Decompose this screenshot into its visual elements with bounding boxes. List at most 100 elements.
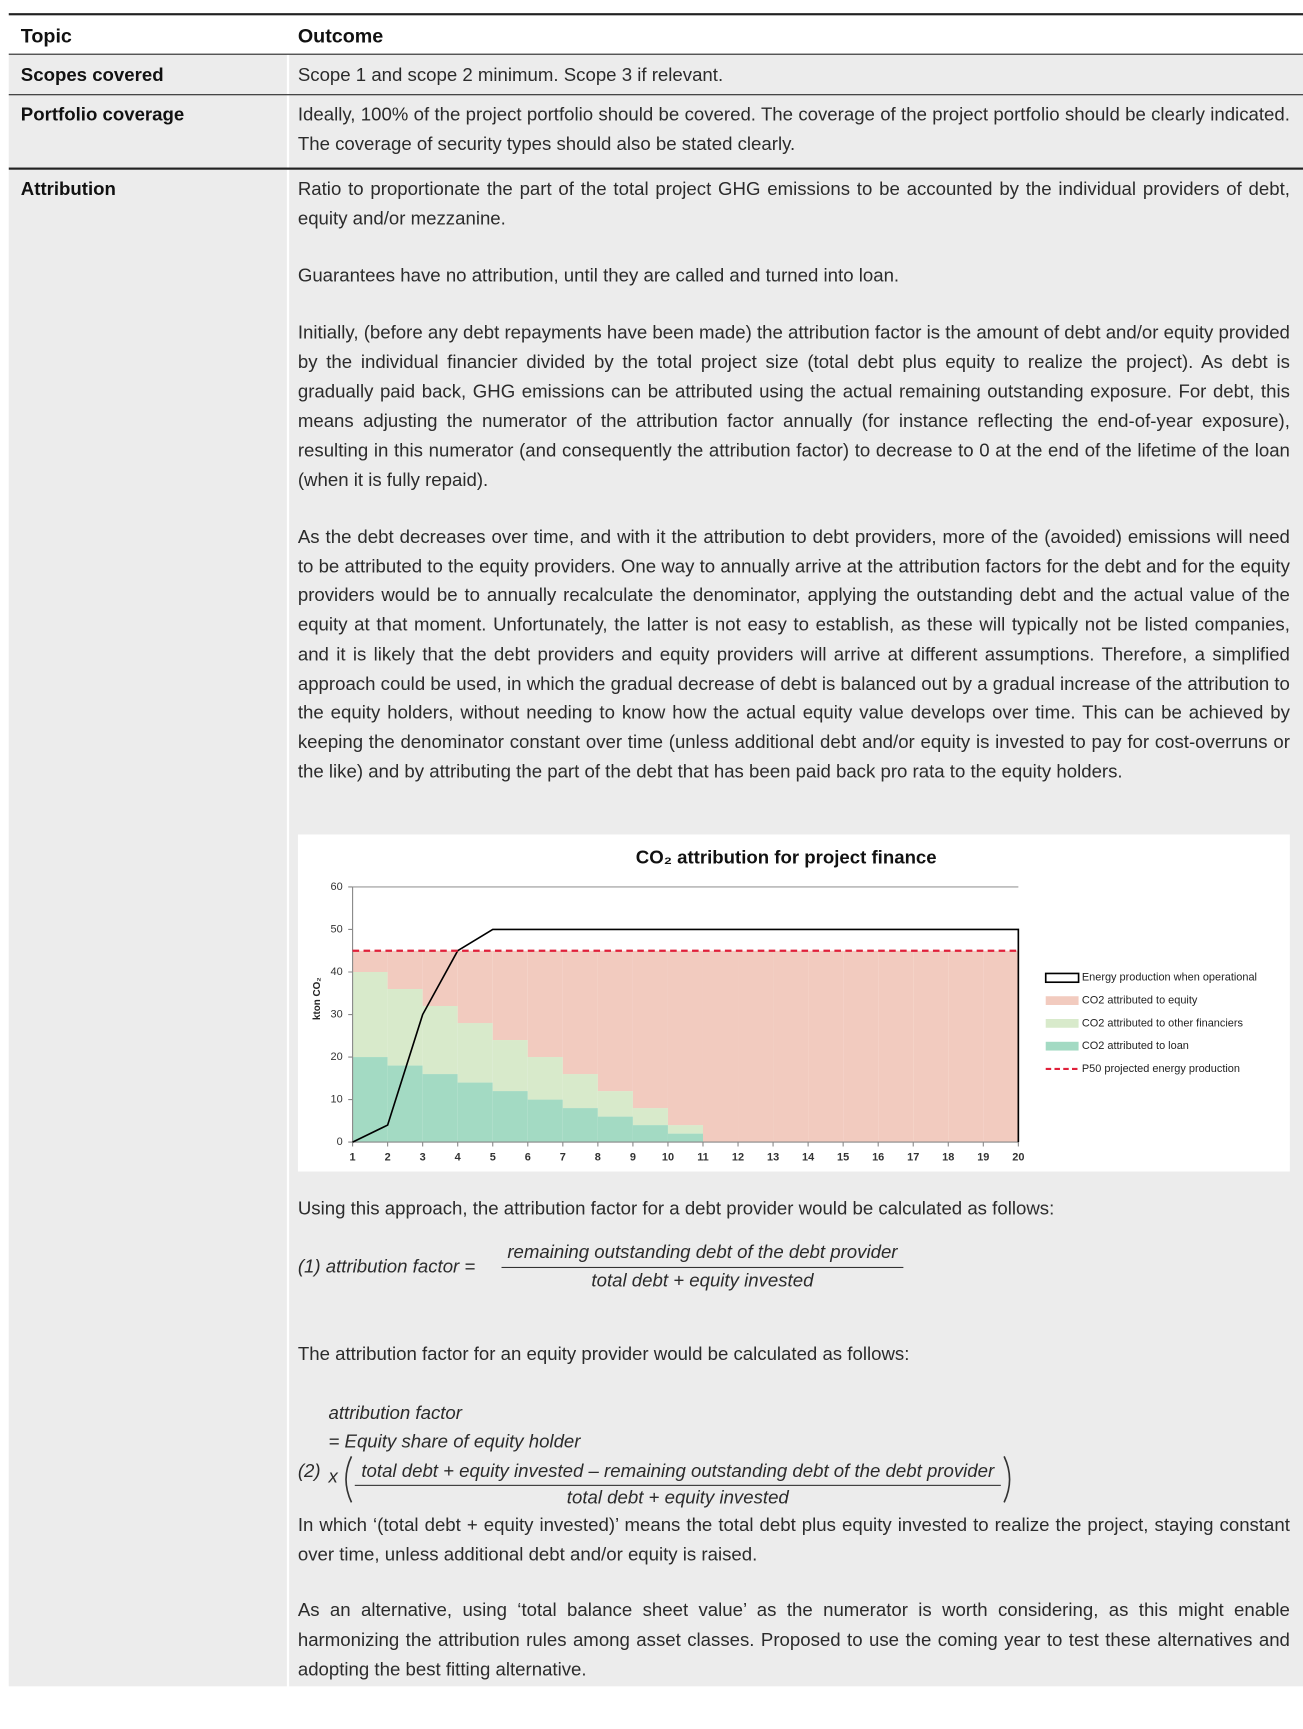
formula-times: x: [328, 1466, 338, 1488]
area-step: [808, 950, 844, 1143]
table-rule: [8, 53, 1303, 55]
area-step: [983, 950, 1019, 1143]
area-step: [632, 950, 668, 1109]
formula-line: = Equity share of equity holder: [328, 1431, 581, 1452]
cell-bg: [8, 95, 287, 168]
area-step: [527, 950, 563, 1058]
x-tick-label: 11: [697, 1151, 709, 1163]
area-step: [562, 1108, 598, 1143]
area-step: [492, 1091, 528, 1143]
formula-label: (2): [297, 1460, 321, 1482]
legend-swatch: [1044, 972, 1080, 984]
header-cell: Outcome: [297, 25, 384, 48]
paragraph: Using this approach, the attribution fac…: [297, 1197, 1055, 1219]
x-tick-label: 19: [977, 1151, 989, 1163]
x-tick-label: 4: [455, 1151, 462, 1163]
x-tick-label: 16: [872, 1151, 884, 1163]
formula-label: (1) attribution factor =: [297, 1255, 476, 1277]
area-step: [913, 950, 949, 1143]
area-step: [702, 950, 739, 1143]
area-step: [492, 950, 528, 1041]
table-rule: [8, 94, 1303, 96]
chart-title: CO₂ attribution for project finance: [636, 846, 937, 867]
y-tick-label: 60: [331, 881, 343, 893]
x-tick-label: 9: [630, 1151, 636, 1163]
area-step: [738, 950, 774, 1143]
area-step: [527, 1057, 563, 1100]
fraction-line: [501, 1266, 904, 1269]
x-tick-label: 2: [385, 1151, 391, 1163]
area-step: [667, 1125, 703, 1134]
x-tick-label: 10: [662, 1151, 674, 1163]
area-step: [632, 1125, 668, 1143]
area-step: [562, 950, 598, 1075]
area-step: [597, 1116, 633, 1143]
y-tick-label: 30: [331, 1008, 343, 1020]
table-rule: [8, 13, 1303, 16]
area-step: [878, 950, 914, 1143]
fraction-line: [354, 1484, 1001, 1486]
y-tick-label: 40: [331, 966, 343, 978]
paragraph: As an alternative, using ‘total balance …: [297, 1599, 1290, 1680]
paragraph: Guarantees have no attribution, until th…: [297, 264, 900, 286]
paren-left: [345, 1455, 353, 1503]
formula-line: attribution factor: [328, 1402, 462, 1424]
cell-bg: [8, 169, 287, 1687]
area-step: [562, 1074, 598, 1109]
formula-denominator: total debt + equity invested: [591, 1270, 814, 1292]
x-tick-label: 6: [525, 1151, 531, 1163]
area-step: [387, 950, 423, 990]
paragraph: In which ‘(total debt + equity invested)…: [297, 1514, 1290, 1565]
x-tick-label: 1: [350, 1151, 356, 1163]
area-step: [387, 1065, 423, 1143]
legend-label: CO2 attributed to equity: [1082, 995, 1198, 1007]
legend-label: P50 projected energy production: [1082, 1063, 1240, 1075]
legend-label: CO2 attributed to loan: [1082, 1040, 1189, 1052]
y-axis-label: kton CO₂: [312, 977, 323, 1020]
y-tick-label: 50: [331, 923, 343, 935]
x-tick-label: 14: [802, 1151, 815, 1163]
x-tick-label: 13: [767, 1151, 779, 1163]
area-step: [457, 1082, 493, 1143]
x-tick-label: 3: [420, 1151, 426, 1163]
header-cell: Topic: [20, 25, 72, 48]
area-step: [352, 950, 388, 972]
x-tick-label: 8: [595, 1151, 601, 1163]
paragraph: Initially, (before any debt repayments h…: [297, 321, 1290, 491]
y-tick-label: 10: [331, 1093, 343, 1105]
area-step: [667, 950, 703, 1126]
cell-bg: [8, 54, 287, 95]
area-step: [948, 950, 984, 1143]
formula-denominator: total debt + equity invested: [566, 1487, 789, 1508]
area-step: [457, 1023, 493, 1083]
table-rule: [8, 167, 1303, 170]
area-step: [352, 971, 388, 1058]
area-step: [387, 989, 423, 1066]
legend-label: CO2 attributed to other financiers: [1082, 1017, 1244, 1029]
paren-right: [1003, 1455, 1011, 1503]
area-step: [492, 1040, 528, 1092]
x-tick-label: 15: [837, 1151, 849, 1163]
area-step: [632, 1108, 668, 1126]
topic-cell: Portfolio coverage: [20, 104, 185, 125]
legend-label: Energy production when operational: [1082, 972, 1257, 984]
area-step: [667, 1133, 703, 1143]
topic-cell: Scopes covered: [20, 64, 164, 86]
x-tick-label: 17: [907, 1151, 919, 1163]
area-step: [597, 1091, 633, 1117]
area-step: [773, 950, 809, 1143]
cell-bg: [289, 95, 1303, 168]
outcome-cell: Scope 1 and scope 2 minimum. Scope 3 if …: [297, 64, 724, 86]
x-tick-label: 20: [1012, 1151, 1024, 1163]
outcome-cell: Ideally, 100% of the project portfolio s…: [297, 104, 1290, 155]
paragraph: The attribution factor for an equity pro…: [297, 1343, 910, 1365]
paragraph: As the debt decreases over time, and wit…: [297, 526, 1290, 782]
x-tick-label: 5: [490, 1151, 496, 1163]
y-tick-label: 20: [331, 1051, 343, 1063]
area-step: [352, 1057, 388, 1143]
y-tick-label: 0: [337, 1136, 343, 1148]
topic-cell: Attribution: [20, 178, 116, 200]
area-step: [457, 950, 493, 1024]
